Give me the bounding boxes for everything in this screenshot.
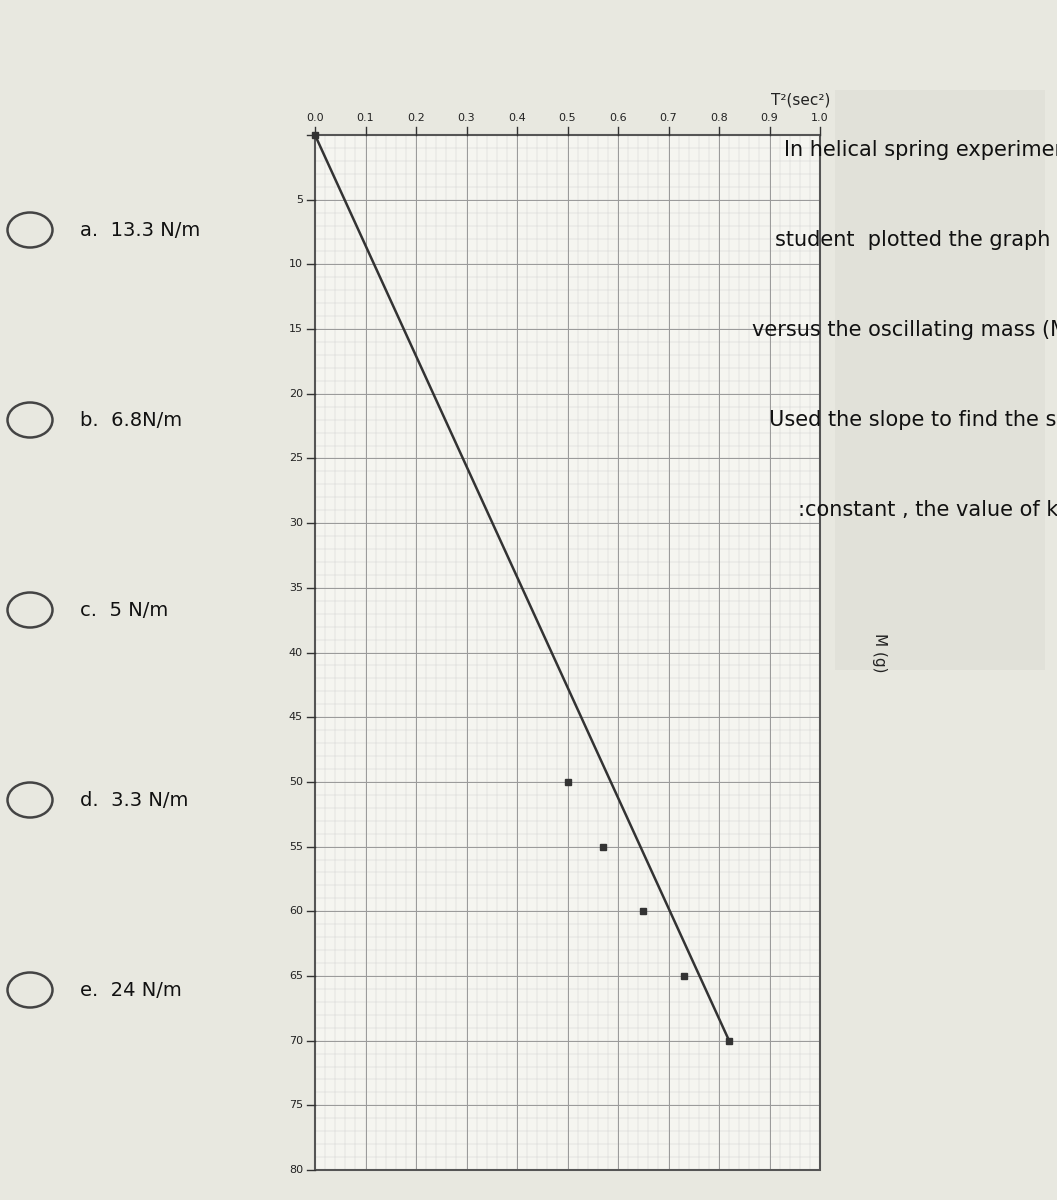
Text: 50: 50	[289, 776, 303, 787]
Text: 70: 70	[289, 1036, 303, 1045]
Text: 15: 15	[289, 324, 303, 334]
Text: In helical spring experiment a: In helical spring experiment a	[784, 140, 1057, 160]
Text: 35: 35	[289, 583, 303, 593]
Text: 65: 65	[289, 971, 303, 980]
Text: 10: 10	[289, 259, 303, 269]
Text: 0.7: 0.7	[660, 113, 678, 122]
Text: 0.6: 0.6	[609, 113, 627, 122]
Text: 30: 30	[289, 518, 303, 528]
Text: 0.9: 0.9	[761, 113, 778, 122]
Text: 0.1: 0.1	[356, 113, 374, 122]
Text: 0.3: 0.3	[458, 113, 476, 122]
Text: 80: 80	[289, 1165, 303, 1175]
Text: student  plotted the graph of T²: student plotted the graph of T²	[775, 230, 1057, 250]
Bar	[315, 134, 820, 1170]
Text: 40: 40	[289, 648, 303, 658]
Text: 55: 55	[289, 841, 303, 852]
Text: 0.8: 0.8	[710, 113, 728, 122]
Text: T²(sec²): T²(sec²)	[771, 92, 830, 108]
Text: versus the oscillating mass (M), and: versus the oscillating mass (M), and	[752, 320, 1057, 340]
Text: 0.2: 0.2	[407, 113, 425, 122]
Text: M (g): M (g)	[872, 632, 888, 672]
Text: e.  24 N/m: e. 24 N/m	[80, 980, 182, 1000]
Text: 0.4: 0.4	[508, 113, 526, 122]
Text: 75: 75	[289, 1100, 303, 1110]
Text: 45: 45	[289, 712, 303, 722]
Text: 0.0: 0.0	[307, 113, 323, 122]
Text: d.  3.3 N/m: d. 3.3 N/m	[80, 791, 188, 810]
Text: b.  6.8N/m: b. 6.8N/m	[80, 410, 182, 430]
Text: Used the slope to find the spring: Used the slope to find the spring	[769, 410, 1057, 430]
Text: 5: 5	[296, 194, 303, 205]
Text: a.  13.3 N/m: a. 13.3 N/m	[80, 221, 200, 240]
Bar	[835, 90, 1045, 670]
Text: 0.5: 0.5	[559, 113, 576, 122]
Text: 25: 25	[289, 454, 303, 463]
Text: 20: 20	[289, 389, 303, 398]
Text: :constant , the value of k is: :constant , the value of k is	[798, 500, 1057, 520]
Bar	[315, 134, 820, 1170]
Text: 60: 60	[289, 906, 303, 917]
Text: c.  5 N/m: c. 5 N/m	[80, 600, 168, 619]
Text: 1.0: 1.0	[811, 113, 829, 122]
